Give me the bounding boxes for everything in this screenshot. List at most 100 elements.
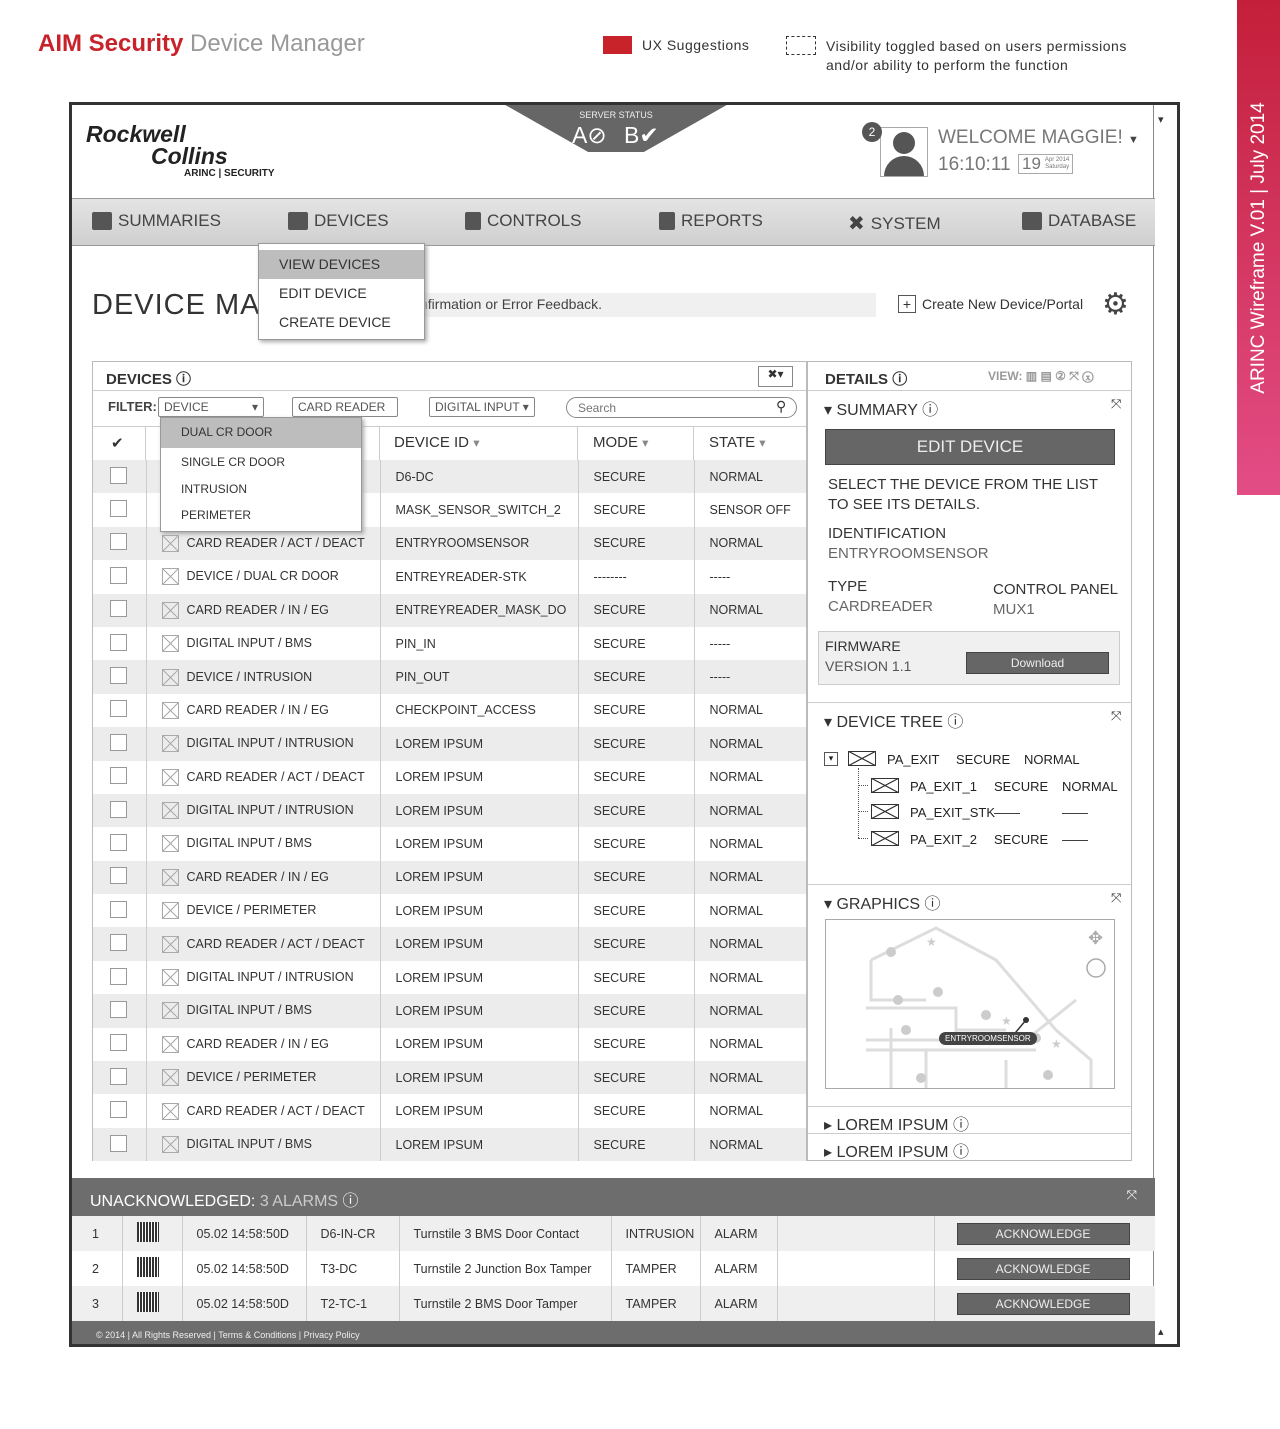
- summary-section-toggle[interactable]: ▾ SUMMARY ⓘ: [824, 402, 939, 419]
- row-checkbox[interactable]: [110, 800, 127, 818]
- nav-reports[interactable]: REPORTS: [659, 211, 763, 231]
- split-vertical-icon[interactable]: ▥: [1025, 369, 1038, 383]
- create-new-device-button[interactable]: + Create New Device/Portal: [898, 295, 1083, 313]
- table-row[interactable]: CARD READER / IN / EG ENTREYREADER_MASK_D…: [93, 593, 806, 627]
- lorem-section-2[interactable]: ▸ LOREM IPSUM ⓘ: [824, 1144, 969, 1161]
- tree-node[interactable]: PA_EXIT_STK —— ——: [858, 803, 1170, 823]
- row-checkbox[interactable]: [110, 733, 127, 751]
- menu-view-devices[interactable]: VIEW DEVICES: [259, 250, 424, 279]
- row-checkbox[interactable]: [110, 1101, 127, 1119]
- row-checkbox[interactable]: [110, 466, 127, 484]
- acknowledge-button[interactable]: ACKNOWLEDGE: [956, 1257, 1130, 1280]
- option-intrusion[interactable]: INTRUSION: [181, 482, 247, 496]
- tree-node[interactable]: PA_EXIT_2 SECURE ——: [858, 830, 1170, 850]
- acknowledge-button[interactable]: ACKNOWLEDGE: [956, 1292, 1130, 1315]
- tools-dropdown[interactable]: ✖▾: [758, 366, 793, 387]
- table-row[interactable]: CARD READER / ACT / DEACT LOREM IPSUM SECU…: [93, 760, 806, 794]
- menu-edit-device[interactable]: EDIT DEVICE: [279, 285, 367, 301]
- row-checkbox[interactable]: [110, 633, 127, 651]
- row-checkbox[interactable]: [110, 700, 127, 718]
- table-row[interactable]: DIGITAL INPUT / INTRUSION LOREM IPSUM SECU…: [93, 727, 806, 761]
- row-checkbox[interactable]: [110, 500, 127, 518]
- floor-map[interactable]: ★ ★ ★ ✥ ENTRYROOMSENSOR: [825, 919, 1115, 1089]
- row-checkbox[interactable]: [110, 1134, 127, 1152]
- scroll-up-icon[interactable]: ▴: [1158, 1326, 1164, 1338]
- alarm-row[interactable]: 1 05.02 14:58:50D D6-IN-CR Turnstile 3 BMS …: [72, 1216, 1155, 1251]
- table-row[interactable]: DIGITAL INPUT / BMS PIN_IN SECURE -----: [93, 626, 806, 661]
- filter-card-reader-select[interactable]: CARD READER ▾: [292, 397, 398, 428]
- column-mode[interactable]: MODE ▾: [593, 434, 649, 451]
- nav-devices[interactable]: DEVICES: [288, 211, 389, 231]
- search-input[interactable]: [566, 397, 797, 418]
- filter-digital-input-select[interactable]: DIGITAL INPUT ▾: [429, 397, 535, 417]
- collapse-icon[interactable]: ▾: [824, 751, 838, 766]
- tree-node[interactable]: PA_EXIT_1 SECURE NORMAL: [858, 777, 1170, 797]
- table-row[interactable]: CARD READER / IN / EG LOREM IPSUM SECURE NO…: [93, 860, 806, 895]
- scroll-down-icon[interactable]: ▾: [1158, 114, 1164, 126]
- edit-device-button[interactable]: EDIT DEVICE: [825, 429, 1115, 465]
- option-dual-cr-door[interactable]: DUAL CR DOOR: [161, 418, 361, 448]
- select-all-checkbox[interactable]: ✔: [111, 435, 124, 452]
- map-device-label[interactable]: ENTRYROOMSENSOR: [939, 1032, 1037, 1045]
- welcome-user-dropdown[interactable]: WELCOME MAGGIE! ▼: [938, 127, 1139, 148]
- row-checkbox[interactable]: [110, 900, 127, 918]
- split-horizontal-icon[interactable]: ▤: [1040, 369, 1052, 383]
- tree-node[interactable]: ▾ PA_EXIT SECURE NORMAL: [824, 750, 1124, 770]
- download-button[interactable]: Download: [966, 652, 1109, 674]
- scrollbar[interactable]: ▾ ▴: [1153, 105, 1177, 1344]
- close-icon[interactable]: ⓧ: [1082, 369, 1094, 383]
- table-row[interactable]: DIGITAL INPUT / INTRUSION LOREM IPSUM SECU…: [93, 793, 806, 828]
- column-device-id[interactable]: DEVICE ID ▾: [394, 434, 480, 451]
- expand-icon[interactable]: ⤧: [1111, 890, 1122, 905]
- graphics-toggle[interactable]: ▾ GRAPHICS ⓘ: [824, 896, 941, 913]
- row-checkbox[interactable]: [110, 767, 127, 785]
- table-row[interactable]: CARD READER / ACT / DEACT LOREM IPSUM SECU…: [93, 1094, 806, 1128]
- row-checkbox[interactable]: [110, 533, 127, 551]
- expand-icon[interactable]: ⤧: [1126, 1187, 1137, 1202]
- filter-device-select[interactable]: DEVICE ▾: [158, 397, 264, 417]
- info-icon[interactable]: ⓘ: [892, 371, 908, 388]
- row-checkbox[interactable]: [110, 833, 127, 851]
- terms-link[interactable]: Terms & Conditions: [218, 1330, 297, 1340]
- table-row[interactable]: CARD READER / IN / EG CHECKPOINT_ACCESS SE…: [93, 693, 806, 728]
- option-single-cr-door[interactable]: SINGLE CR DOOR: [181, 455, 286, 469]
- row-checkbox[interactable]: [110, 934, 127, 952]
- alarm-row[interactable]: 3 05.02 14:58:50D T2-TC-1 Turnstile 2 BMS D…: [72, 1286, 1155, 1321]
- acknowledge-button[interactable]: ACKNOWLEDGE: [956, 1222, 1130, 1245]
- avatar[interactable]: [880, 127, 928, 177]
- row-checkbox[interactable]: [110, 1000, 127, 1018]
- lorem-section-1[interactable]: ▸ LOREM IPSUM ⓘ: [824, 1117, 969, 1134]
- table-row[interactable]: DIGITAL INPUT / BMS LOREM IPSUM SECURE NORM…: [93, 827, 806, 861]
- privacy-link[interactable]: Privacy Policy: [303, 1330, 360, 1340]
- table-row[interactable]: DIGITAL INPUT / BMS LOREM IPSUM SECURE NORM…: [93, 1127, 806, 1162]
- table-row[interactable]: DEVICE / PERIMETER LOREM IPSUM SECURE NORMA…: [93, 894, 806, 928]
- expand-icon[interactable]: ⤧: [1111, 396, 1122, 411]
- table-row[interactable]: CARD READER / ACT / DEACT ENTRYROOMSENSOR…: [93, 526, 806, 561]
- notification-badge[interactable]: 2: [862, 122, 882, 142]
- expand-icon[interactable]: ⤧: [1111, 708, 1122, 723]
- row-checkbox[interactable]: [110, 1034, 127, 1052]
- two-windows-icon[interactable]: ②: [1055, 369, 1066, 383]
- nav-database[interactable]: DATABASE: [1022, 211, 1136, 231]
- nav-system[interactable]: ✖ SYSTEM: [848, 213, 941, 235]
- alarm-row[interactable]: 2 05.02 14:58:50D T3-DC Turnstile 2 Junctio…: [72, 1251, 1155, 1286]
- gear-icon[interactable]: ⚙: [1102, 288, 1129, 321]
- table-row[interactable]: CARD READER / ACT / DEACT LOREM IPSUM SECU…: [93, 927, 806, 961]
- info-icon[interactable]: ⓘ: [176, 371, 192, 388]
- table-row[interactable]: DEVICE / PERIMETER LOREM IPSUM SECURE NORMA…: [93, 1061, 806, 1095]
- search-icon[interactable]: ⚲: [776, 398, 787, 414]
- menu-create-device[interactable]: CREATE DEVICE: [279, 314, 391, 330]
- row-checkbox[interactable]: [110, 566, 127, 584]
- table-row[interactable]: DIGITAL INPUT / BMS LOREM IPSUM SECURE NORM…: [93, 994, 806, 1028]
- table-row[interactable]: DIGITAL INPUT / INTRUSION LOREM IPSUM SECU…: [93, 960, 806, 995]
- table-row[interactable]: DEVICE / DUAL CR DOOR ENTREYREADER-STK ---…: [93, 560, 806, 594]
- row-checkbox[interactable]: [110, 1067, 127, 1085]
- row-checkbox[interactable]: [110, 967, 127, 985]
- option-perimeter[interactable]: PERIMETER: [181, 508, 252, 522]
- row-checkbox[interactable]: [110, 867, 127, 885]
- table-row[interactable]: DEVICE / INTRUSION PIN_OUT SECURE -----: [93, 660, 806, 694]
- column-state[interactable]: STATE ▾: [709, 434, 766, 451]
- info-icon[interactable]: ⓘ: [342, 1193, 359, 1210]
- row-checkbox[interactable]: [110, 667, 127, 685]
- table-row[interactable]: CARD READER / IN / EG LOREM IPSUM SECURE NO…: [93, 1027, 806, 1062]
